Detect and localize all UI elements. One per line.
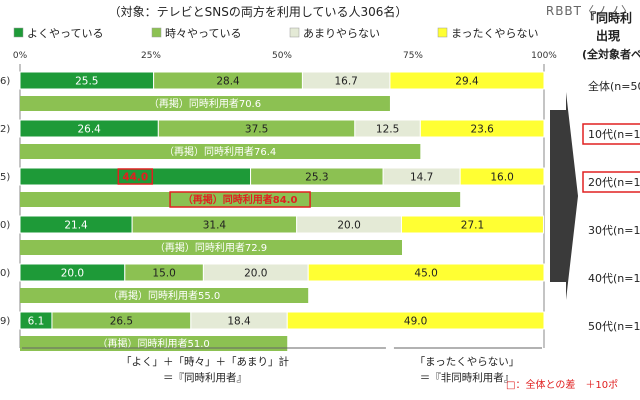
legend-swatch: [13, 27, 24, 38]
panel-row-label: 40代(n=100: [588, 272, 640, 285]
bar-segment: [389, 71, 545, 90]
data-label: 37.5: [245, 124, 268, 136]
summary-label: （再掲）同時利用者76.4: [164, 146, 276, 158]
summary-bar: [20, 144, 421, 159]
x-tick-label: 0%: [13, 51, 28, 61]
watermark-text: RBBT〈ノノ〉: [545, 4, 634, 18]
legend-swatch: [151, 27, 162, 38]
panel-header: (全対象者ベー: [582, 47, 640, 61]
data-label: 26.4: [77, 124, 101, 136]
data-label: 29.4: [455, 76, 479, 88]
bar-segment: [286, 311, 545, 330]
data-label: 6.1: [28, 316, 45, 328]
legend-note: □：全体との差 ＋10ポ: [506, 378, 618, 391]
x-tick-label: 100%: [531, 51, 557, 61]
data-label: 26.5: [110, 316, 133, 328]
data-label: 49.0: [404, 316, 427, 328]
data-label: 25.3: [305, 172, 328, 184]
summary-bar: [20, 192, 461, 207]
legend-label: 時々やっている: [165, 27, 241, 40]
panel-header: 『同時利: [584, 10, 632, 25]
legend-label: まったくやらない: [451, 27, 539, 40]
data-label: 28.4: [216, 76, 240, 88]
legend-label: あまりやらない: [303, 27, 380, 40]
data-label: 18.4: [227, 316, 251, 328]
data-label: 20.0: [337, 220, 360, 232]
legend-swatch: [289, 27, 300, 38]
panel-row-label: 20代(n=100: [588, 176, 640, 189]
legend-swatch: [437, 27, 448, 38]
data-label: 45.0: [414, 268, 437, 280]
row-label-fragment: 0): [0, 220, 10, 231]
legend-label: よくやっている: [27, 27, 103, 40]
data-label: 14.7: [410, 172, 433, 184]
panel-row-highlight: [582, 171, 640, 193]
data-label: 31.4: [203, 220, 227, 232]
row-label-fragment: 9): [0, 316, 10, 327]
bracket-label: ＝『同時利用者』: [163, 372, 247, 384]
data-label: 16.0: [490, 172, 513, 184]
row-label-fragment: 0): [0, 268, 10, 279]
data-label: 20.0: [244, 268, 267, 280]
x-tick-label: 25%: [141, 51, 161, 61]
row-label-fragment: 2): [0, 124, 10, 135]
bracket-label: 「よく」＋「時々」＋「あまり」計: [121, 355, 289, 368]
summary-bar: [20, 96, 390, 111]
highlight-box: [169, 191, 311, 208]
data-label: 12.5: [376, 124, 399, 136]
summary-label: （再掲）同時利用者55.0: [108, 290, 220, 302]
data-label: 27.1: [461, 220, 484, 232]
row-label-fragment: 5): [0, 172, 10, 183]
data-label: 15.0: [152, 268, 175, 280]
summary-bar: [20, 288, 309, 303]
summary-label: （再掲）同時利用者72.9: [155, 242, 267, 254]
bar-segment: [400, 215, 544, 234]
summary-label: （再掲）同時利用者84.0: [183, 193, 298, 206]
panel-row-highlight: [582, 123, 640, 145]
x-tick-label: 75%: [403, 51, 423, 61]
data-label: 25.5: [75, 76, 98, 88]
data-label: 20.0: [61, 268, 84, 280]
row-label-fragment: 6): [0, 76, 10, 87]
summary-bar: [20, 336, 288, 351]
summary-bar: [20, 240, 402, 255]
bar-segment: [307, 263, 545, 282]
highlight-box: [117, 168, 154, 185]
summary-label: （再掲）同時利用者51.0: [97, 338, 209, 350]
panel-row-label: 50代(n=100: [588, 320, 640, 333]
data-label: 44.0: [122, 172, 148, 184]
bracket-label: ＝『非同時利用者』: [420, 372, 515, 384]
bar-segment: [419, 119, 545, 138]
chart-title: （対象：テレビとSNSの両方を利用している人306名）: [109, 4, 408, 19]
x-tick-label: 50%: [272, 51, 292, 61]
summary-label: （再掲）同時利用者70.6: [149, 98, 261, 110]
data-label: 23.6: [470, 124, 494, 136]
arrow-shape: [550, 92, 578, 300]
panel-row-label: 30代(n=100: [588, 224, 640, 237]
panel-row-label: 10代(n=100: [588, 128, 640, 141]
panel-header: 出現: [596, 28, 620, 43]
data-label: 16.7: [334, 76, 357, 88]
bar-segment: [459, 167, 545, 186]
panel-row-label: 全体(n=500: [588, 79, 640, 93]
data-label: 21.4: [64, 220, 88, 232]
bracket-label: 「まったくやらない」: [415, 356, 520, 368]
